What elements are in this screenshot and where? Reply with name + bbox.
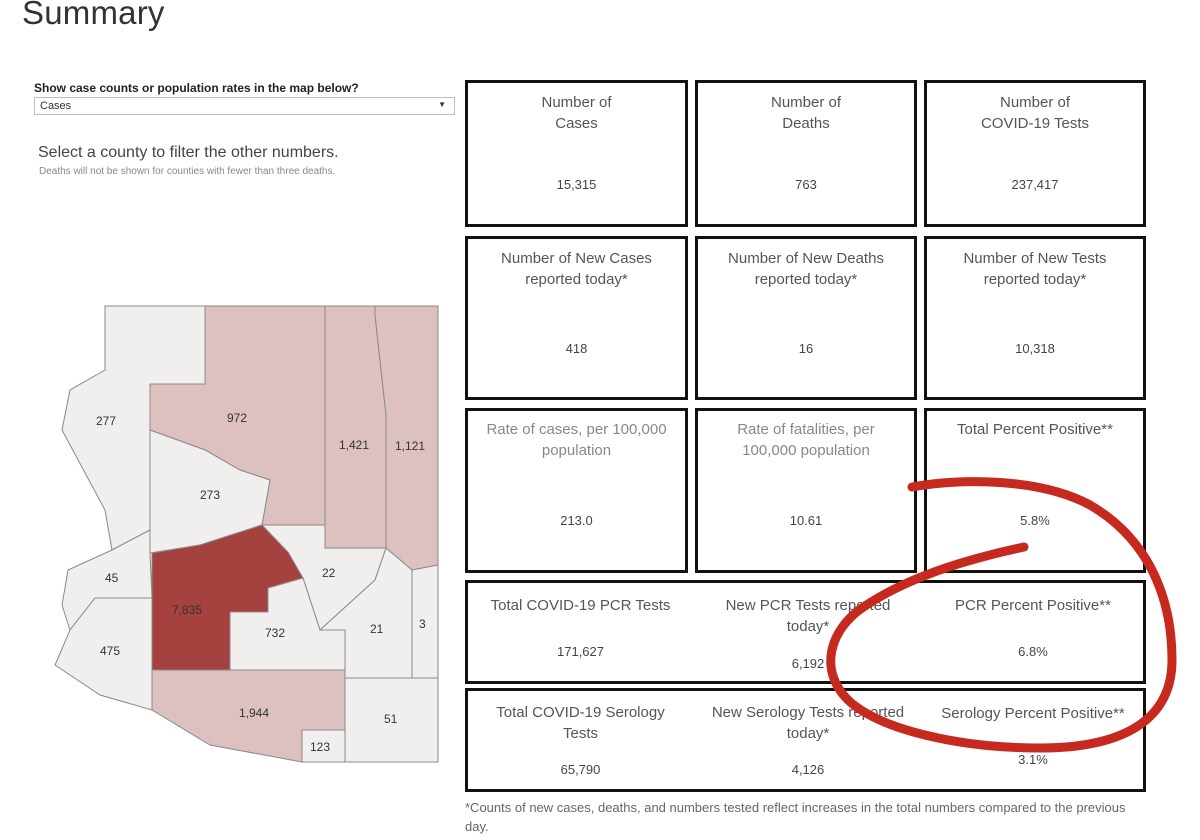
dropdown-selected-value: Cases	[40, 100, 72, 112]
serology-total-cell: Total COVID-19 Serology Tests 65,790	[468, 702, 693, 790]
cell-value: 4,126	[791, 762, 825, 777]
county-value: 277	[96, 414, 116, 428]
cell-label: New Serology Tests reported today*	[711, 704, 905, 742]
cell-label: PCR Percent Positive**	[955, 597, 1111, 614]
kpi-label: Number of New Cases reported today*	[501, 250, 652, 288]
pcr-total-cell: Total COVID-19 PCR Tests 171,627	[468, 595, 693, 681]
kpi-label: Number of COVID-19 Tests	[980, 94, 1090, 132]
instruction-note: Deaths will not be shown for counties wi…	[39, 166, 336, 177]
county-yuma[interactable]	[54, 597, 153, 711]
instruction-text: Select a county to filter the other numb…	[38, 144, 339, 161]
county-value: 51	[384, 712, 398, 726]
county-value: 45	[105, 571, 119, 585]
kpi-value: 16	[798, 341, 814, 356]
kpi-value: 10,318	[1015, 341, 1055, 356]
cell-value: 3.1%	[1018, 752, 1048, 767]
county-value: 1,121	[395, 439, 425, 453]
kpi-label: Total Percent Positive**	[957, 421, 1113, 438]
kpi-new-tests: Number of New Tests reported today* 10,3…	[924, 236, 1146, 400]
kpi-value: 418	[565, 341, 588, 356]
serology-new-cell: New Serology Tests reported today* 4,126	[693, 702, 923, 790]
cell-value: 171,627	[557, 644, 604, 659]
cell-label: Total COVID-19 Serology Tests	[496, 704, 665, 742]
page-title: Summary	[22, 0, 165, 31]
kpi-total-percent-positive: Total Percent Positive** 5.8%	[924, 408, 1146, 573]
county-value: 1,944	[239, 706, 269, 720]
pcr-percent-cell: PCR Percent Positive** 6.8%	[923, 595, 1143, 681]
kpi-label: Number of New Deaths reported today*	[728, 250, 884, 288]
kpi-new-cases: Number of New Cases reported today* 418	[465, 236, 688, 400]
cell-value: 6.8%	[1018, 644, 1048, 659]
county-value: 475	[100, 644, 120, 658]
county-value: 972	[227, 411, 247, 425]
cell-value: 65,790	[560, 762, 601, 777]
pcr-new-cell: New PCR Tests reported today* 6,192	[693, 595, 923, 681]
kpi-new-deaths: Number of New Deaths reported today* 16	[695, 236, 917, 400]
map-metric-dropdown[interactable]: Cases ▼	[34, 97, 455, 115]
kpi-value: 15,315	[556, 177, 597, 192]
cell-label: New PCR Tests reported today*	[725, 597, 891, 635]
filter-label: Show case counts or population rates in …	[34, 81, 359, 95]
county-map[interactable]: 277 972 1,421 1,121 273 45 7,835 22 732 …	[50, 300, 450, 770]
kpi-label: Number of Deaths	[770, 94, 842, 132]
cell-label: Serology Percent Positive**	[941, 705, 1125, 722]
county-santa-cruz[interactable]	[301, 729, 346, 763]
county-value: 7,835	[172, 603, 202, 617]
county-value: 123	[310, 740, 330, 754]
county-value: 1,421	[339, 438, 369, 452]
cell-value: 6,192	[791, 656, 825, 671]
kpi-total-cases: Number of Cases 15,315	[465, 80, 688, 227]
kpi-label: Number of Cases	[541, 94, 612, 132]
kpi-fatality-rate: Rate of fatalities, per 100,000 populati…	[695, 408, 917, 573]
serology-percent-cell: Serology Percent Positive** 3.1%	[923, 703, 1143, 791]
kpi-value: 10.61	[789, 513, 823, 528]
kpi-value: 5.8%	[1020, 513, 1050, 528]
kpi-label: Number of New Tests reported today*	[963, 250, 1107, 288]
chevron-down-icon[interactable]: ▼	[438, 100, 446, 109]
county-value: 732	[265, 626, 285, 640]
kpi-label: Rate of fatalities, per 100,000 populati…	[737, 421, 875, 459]
county-value: 273	[200, 488, 220, 502]
footnote: *Counts of new cases, deaths, and number…	[465, 800, 1126, 834]
county-value: 22	[322, 566, 336, 580]
kpi-value: 763	[795, 177, 817, 192]
kpi-total-tests: Number of COVID-19 Tests 237,417	[924, 80, 1146, 227]
county-navajo[interactable]	[324, 305, 387, 549]
pcr-tests-row: Total COVID-19 PCR Tests 171,627 New PCR…	[465, 580, 1146, 684]
county-value: 3	[419, 617, 426, 631]
kpi-label: Rate of cases, per 100,000 population	[486, 421, 667, 459]
kpi-value: 237,417	[1011, 177, 1059, 192]
kpi-total-deaths: Number of Deaths 763	[695, 80, 917, 227]
cell-label: Total COVID-19 PCR Tests	[490, 597, 671, 614]
county-value: 21	[370, 622, 384, 636]
serology-tests-row: Total COVID-19 Serology Tests 65,790 New…	[465, 688, 1146, 792]
kpi-case-rate: Rate of cases, per 100,000 population 21…	[465, 408, 688, 573]
kpi-value: 213.0	[560, 513, 593, 528]
